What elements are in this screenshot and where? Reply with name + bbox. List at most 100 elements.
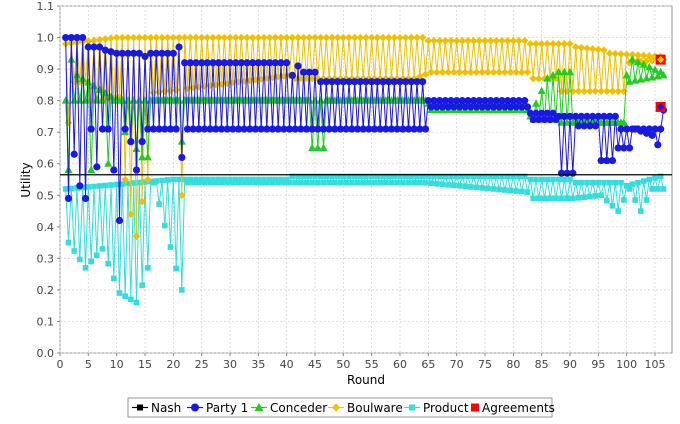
boulware-point	[265, 33, 274, 42]
conceder-point	[653, 71, 662, 80]
boulware-point	[486, 36, 495, 45]
product-point	[136, 179, 143, 186]
product-point	[272, 176, 279, 183]
legend-item-agreements: Agreements	[471, 401, 555, 415]
party-1-point	[172, 125, 180, 133]
party-1-point	[200, 125, 209, 133]
product-point	[544, 176, 551, 183]
product-point	[649, 186, 655, 192]
product-point	[278, 176, 284, 183]
product-point	[400, 179, 406, 186]
product-point	[482, 173, 488, 180]
boulware-point	[639, 51, 648, 60]
party-1-point	[450, 103, 458, 111]
boulware-point	[597, 87, 605, 95]
product-point	[357, 173, 364, 180]
product-point	[340, 173, 347, 180]
party-1-point	[512, 103, 520, 111]
product-point	[346, 173, 352, 180]
boulware-point	[594, 45, 603, 54]
boulware-point	[586, 87, 594, 95]
x-tick-label: 85	[535, 358, 549, 371]
boulware-point	[127, 210, 135, 218]
y-tick-label: 0.8	[37, 95, 55, 108]
party-1-point	[226, 59, 234, 67]
party-1-point	[399, 125, 407, 133]
party-1-point	[484, 103, 492, 111]
party-1-point	[356, 78, 364, 86]
product-point	[349, 179, 355, 186]
party-1-point	[651, 125, 659, 133]
product-point	[122, 293, 128, 300]
product-point	[179, 287, 185, 293]
product-point	[329, 173, 335, 180]
party-1-point	[532, 109, 540, 117]
product-point	[527, 176, 534, 183]
product-point	[366, 179, 372, 186]
party-1-point	[348, 125, 356, 133]
conceder-point	[64, 165, 73, 174]
boulware-point	[305, 33, 314, 42]
product-point	[417, 179, 423, 186]
product-point	[312, 173, 318, 180]
party-1-point	[489, 103, 498, 111]
party-1-point	[127, 138, 135, 146]
boulware-point	[481, 36, 489, 45]
party-1-point	[407, 78, 415, 86]
conceder-point	[311, 96, 319, 104]
product-point	[108, 182, 114, 188]
product-point	[470, 173, 477, 180]
product-point	[578, 179, 585, 186]
party-1-point	[569, 169, 577, 177]
product-point	[567, 176, 573, 183]
boulware-point	[396, 33, 404, 42]
product-point	[434, 180, 440, 187]
product-point	[442, 173, 449, 180]
product-point	[116, 290, 123, 296]
product-point	[281, 179, 287, 186]
boulware-point	[478, 68, 486, 77]
boulware-point	[214, 33, 223, 42]
boulware-point	[458, 36, 467, 45]
party-1-point	[181, 59, 189, 67]
party-1-point	[302, 125, 311, 133]
boulware-point	[362, 33, 370, 42]
party-1-point	[288, 71, 296, 79]
boulware-point	[124, 33, 132, 42]
boulware-point	[540, 74, 549, 83]
boulware-point	[322, 33, 331, 42]
product-point	[629, 181, 636, 188]
party-1-point	[300, 68, 308, 76]
boulware-point	[441, 36, 450, 45]
party-1-point	[96, 43, 104, 51]
product-point	[468, 184, 474, 190]
product-point	[655, 186, 661, 192]
product-point	[156, 201, 162, 207]
product-point	[142, 179, 148, 185]
product-point	[589, 179, 596, 186]
product-point	[94, 252, 100, 259]
boulware-point	[512, 68, 520, 77]
boulware-point	[379, 33, 387, 42]
circle-icon	[191, 403, 199, 412]
product-point	[150, 179, 157, 186]
product-point	[598, 192, 604, 199]
boulware-point	[178, 191, 186, 200]
x-tick-label: 15	[138, 358, 152, 371]
party-1-point	[158, 49, 166, 57]
party-1-point	[487, 97, 495, 105]
product-point	[377, 179, 383, 186]
party-1-point	[251, 125, 260, 133]
boulware-point	[475, 36, 484, 45]
boulware-point	[288, 33, 297, 42]
party-1-point	[560, 112, 568, 121]
product-point	[550, 176, 556, 183]
x-tick-label: 45	[308, 358, 322, 371]
boulware-point	[625, 58, 634, 67]
product-point	[584, 179, 590, 186]
party-1-point	[625, 144, 634, 152]
party-1-point	[76, 182, 84, 190]
boulware-point	[495, 68, 503, 77]
party-1-point	[589, 112, 597, 121]
party-1-point	[266, 59, 274, 67]
